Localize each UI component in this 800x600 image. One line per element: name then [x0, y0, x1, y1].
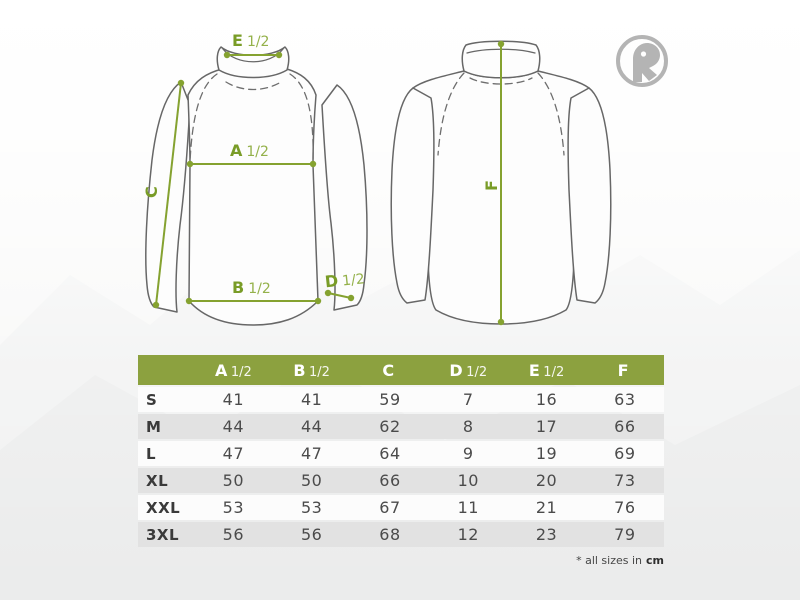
column-header-d: D 1/2: [429, 355, 508, 385]
value-cell: 44: [272, 414, 351, 439]
front-collar-seam: [225, 81, 282, 91]
table-row-3xl: 3XL 56 56 68 12 23 79: [138, 522, 664, 547]
measurement-e: E 1/2: [223, 31, 283, 59]
value-cell: 7: [429, 387, 508, 412]
size-label: S: [138, 387, 195, 412]
value-cell: 47: [194, 441, 273, 466]
back-right-sleeve: [567, 87, 612, 304]
value-cell: 50: [272, 468, 351, 493]
value-cell: 67: [350, 495, 430, 520]
measurement-a: A 1/2: [186, 141, 317, 168]
value-cell: 44: [194, 414, 273, 439]
measurement-f: F: [482, 40, 505, 326]
table-row-xxl: XXL 53 53 67 11 21 76: [138, 495, 664, 520]
measurement-label-c: C: [142, 186, 161, 198]
value-cell: 19: [507, 441, 586, 466]
table-row-xl: XL 50 50 66 10 20 73: [138, 468, 664, 493]
value-cell: 69: [585, 441, 664, 466]
size-table: A 1/2 B 1/2 C D 1/2 E 1/2 F S 41 41 59 7 16 …: [138, 353, 664, 549]
front-right-sleeve: [321, 84, 368, 311]
column-header-f: F: [585, 355, 664, 385]
value-cell: 73: [585, 468, 664, 493]
value-cell: 56: [272, 522, 351, 547]
value-cell: 50: [194, 468, 273, 493]
front-torso: [187, 68, 319, 326]
front-left-raglan-seam: [189, 73, 218, 163]
logo-circle: [616, 35, 668, 87]
value-cell: 10: [429, 468, 508, 493]
value-cell: 53: [194, 495, 273, 520]
value-cell: 12: [429, 522, 508, 547]
value-cell: 17: [507, 414, 586, 439]
measurement-d: D 1/2: [324, 268, 366, 302]
table-row-l: L 47 47 64 9 19 69: [138, 441, 664, 466]
jacket-front-view: [145, 46, 368, 326]
footnote-unit: cm: [646, 554, 664, 567]
value-cell: 20: [507, 468, 586, 493]
value-cell: 11: [429, 495, 508, 520]
back-right-raglan-seam: [537, 72, 565, 156]
value-cell: 59: [350, 387, 430, 412]
column-header-b: B 1/2: [272, 355, 351, 385]
units-footnote: * all sizes in cm: [138, 554, 664, 567]
footnote-text: * all sizes in: [576, 554, 643, 567]
value-cell: 8: [429, 414, 508, 439]
value-cell: 64: [350, 441, 430, 466]
value-cell: 62: [350, 414, 430, 439]
front-right-raglan-seam: [289, 73, 314, 163]
value-cell: 41: [194, 387, 273, 412]
back-collar-seam: [469, 77, 533, 85]
size-label: 3XL: [138, 522, 195, 547]
column-header-c: C: [350, 355, 430, 385]
value-cell: 41: [272, 387, 351, 412]
measurement-b: B 1/2: [185, 278, 322, 305]
back-left-raglan-seam: [437, 72, 465, 156]
value-cell: 21: [507, 495, 586, 520]
value-cell: 79: [585, 522, 664, 547]
size-diagram: E 1/2 A 1/2 B 1/2 C D 1/2: [142, 31, 612, 326]
column-header-e: E 1/2: [507, 355, 586, 385]
measurement-label-b: B 1/2: [232, 278, 271, 297]
value-cell: 56: [194, 522, 273, 547]
goat-head-logo-icon: [616, 35, 668, 87]
value-cell: 68: [350, 522, 430, 547]
measurement-label-d: D 1/2: [324, 268, 366, 291]
size-table-header-row: A 1/2 B 1/2 C D 1/2 E 1/2 F: [138, 355, 664, 385]
measurement-label-e: E 1/2: [232, 31, 269, 50]
value-cell: 63: [585, 387, 664, 412]
logo-goat-head: [633, 43, 660, 82]
measurement-label-a: A 1/2: [230, 141, 269, 160]
table-row-m: M 44 44 62 8 17 66: [138, 414, 664, 439]
size-label: L: [138, 441, 195, 466]
measurement-c: C: [142, 79, 185, 309]
value-cell: 23: [507, 522, 586, 547]
value-cell: 16: [507, 387, 586, 412]
value-cell: 76: [585, 495, 664, 520]
value-cell: 9: [429, 441, 508, 466]
back-left-sleeve: [390, 87, 435, 304]
table-row-s: S 41 41 59 7 16 63: [138, 387, 664, 412]
value-cell: 66: [350, 468, 430, 493]
size-label: XL: [138, 468, 195, 493]
value-cell: 47: [272, 441, 351, 466]
column-header-a: A 1/2: [194, 355, 273, 385]
size-label: XXL: [138, 495, 195, 520]
value-cell: 66: [585, 414, 664, 439]
measurement-label-f: F: [482, 180, 501, 191]
logo-goat-eye: [640, 51, 647, 57]
size-column-header: [138, 355, 195, 385]
size-label: M: [138, 414, 195, 439]
value-cell: 53: [272, 495, 351, 520]
